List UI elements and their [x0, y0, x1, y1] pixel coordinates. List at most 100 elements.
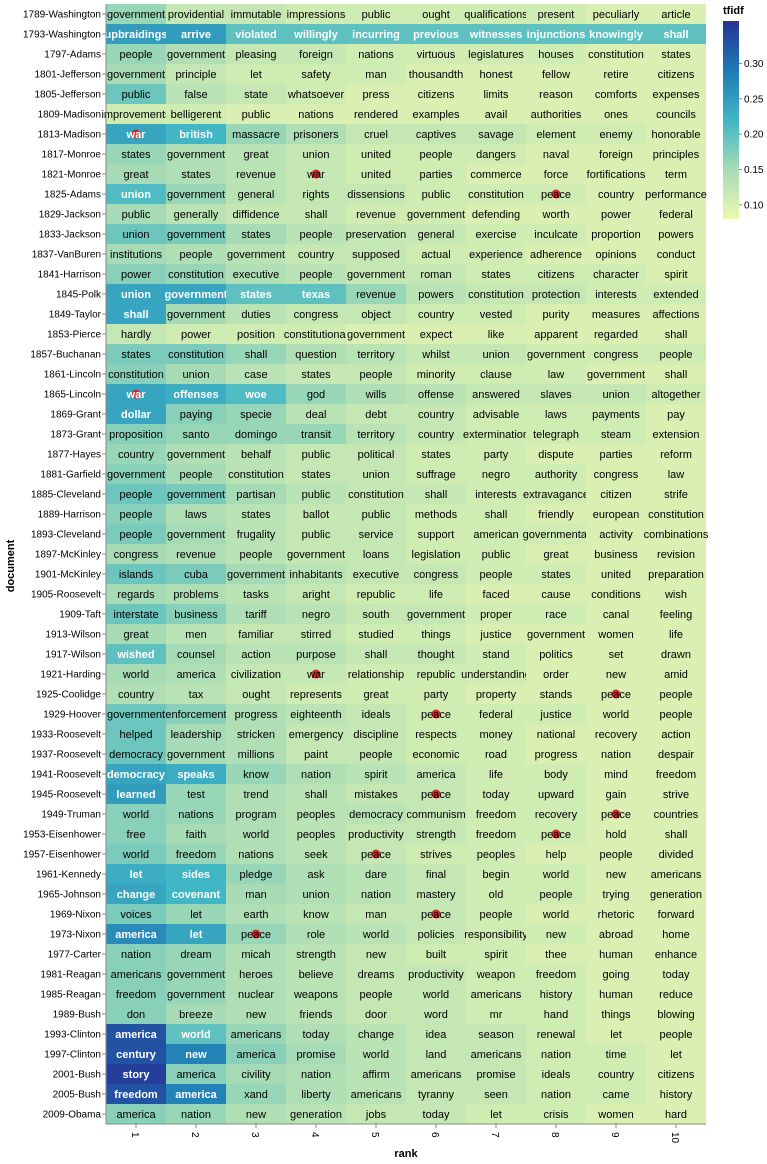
- y-tick-label: 1885-Cleveland: [31, 490, 101, 501]
- heatmap-cell: [106, 944, 166, 964]
- cell-word-label: dream: [180, 949, 211, 961]
- cell-word-label: witnesses: [469, 29, 523, 41]
- heatmap-cell: [526, 124, 586, 144]
- cell-word-label: united: [361, 169, 391, 181]
- cell-word-label: rhetoric: [598, 909, 635, 921]
- heatmap-cell: [106, 204, 166, 224]
- heatmap-cell: [586, 724, 646, 744]
- heatmap-cell: [166, 944, 226, 964]
- cell-word-label: interstate: [113, 609, 158, 621]
- cell-word-label: millions: [238, 749, 275, 761]
- heatmap-cell: [466, 1084, 526, 1104]
- heatmap-cell: [466, 384, 526, 404]
- y-axis-tick-labels: 1789-Washington 1793-Washington 1797-Adams…: [23, 10, 106, 1121]
- heatmap-cell: [106, 604, 166, 624]
- heatmap-cell: [226, 204, 286, 224]
- cell-word-label: shall: [665, 329, 688, 341]
- heatmap-cell: [106, 584, 166, 604]
- heatmap-cell: [226, 824, 286, 844]
- legend-tick-label: 0.10: [744, 200, 764, 211]
- heatmap-cell: [526, 344, 586, 364]
- cell-word-label: business: [174, 609, 218, 621]
- cell-word-label: people: [659, 689, 692, 701]
- heatmap-cell: [466, 124, 526, 144]
- cell-word-label: man: [245, 889, 266, 901]
- heatmap-cell: [646, 964, 706, 984]
- cell-word-label: union: [121, 189, 151, 201]
- heatmap-cell: [286, 684, 346, 704]
- cell-word-label: case: [244, 369, 267, 381]
- cell-word-label: pleasing: [236, 49, 277, 61]
- cell-word-label: government: [167, 229, 225, 241]
- cell-word-label: productivity: [348, 829, 404, 841]
- y-tick-label: 1993-Clinton: [44, 1030, 101, 1041]
- cell-word-label: order: [543, 669, 569, 681]
- y-tick-label: 1941-Roosevelt: [31, 770, 101, 781]
- heatmap-cell: [646, 184, 706, 204]
- heatmap-cell: [106, 564, 166, 584]
- heatmap-cell: [586, 324, 646, 344]
- cell-word-label: stand: [483, 649, 510, 661]
- cell-word-label: government: [587, 369, 645, 381]
- cell-word-label: heroes: [239, 969, 273, 981]
- heatmap-cell: [586, 924, 646, 944]
- cell-word-label: let: [190, 929, 203, 941]
- heatmap-cell: [526, 684, 586, 704]
- cell-word-label: enemy: [599, 129, 633, 141]
- cell-word-label: government: [107, 9, 165, 21]
- heatmap-cell: [526, 64, 586, 84]
- cell-word-label: law: [548, 369, 565, 381]
- cell-word-label: country: [118, 689, 155, 701]
- cell-word-label: nations: [238, 849, 274, 861]
- heatmap-cell: [526, 464, 586, 484]
- heatmap-cell: [466, 44, 526, 64]
- heatmap-cell: [226, 1104, 286, 1124]
- cell-word-label: methods: [415, 509, 458, 521]
- cell-word-label: country: [118, 449, 155, 461]
- y-tick-label: 1901-McKinley: [35, 570, 101, 581]
- y-tick-label: 1865-Lincoln: [44, 390, 101, 401]
- heatmap-cell: [226, 44, 286, 64]
- heatmap-cell: [166, 704, 226, 724]
- heatmap-cell: [526, 1084, 586, 1104]
- cell-word-label: people: [359, 369, 392, 381]
- cell-word-label: apparent: [534, 329, 577, 341]
- cell-word-label: federal: [659, 209, 693, 221]
- cell-word-label: dispute: [538, 449, 573, 461]
- y-tick-label: 1845-Polk: [56, 290, 102, 301]
- heatmap-cell: [286, 84, 346, 104]
- y-tick-label: 1857-Buchanan: [30, 350, 101, 361]
- heatmap-cell: [646, 24, 706, 44]
- heatmap-cell: [346, 364, 406, 384]
- heatmap-cell: [106, 404, 166, 424]
- heatmap-cell: [406, 264, 466, 284]
- heatmap-cell: [586, 544, 646, 564]
- heatmap-cell: [646, 504, 706, 524]
- heatmap-cell: [466, 364, 526, 384]
- y-tick-label: 1977-Carter: [48, 950, 102, 961]
- cell-word-label: strength: [296, 949, 336, 961]
- cell-word-label: ought: [422, 9, 450, 21]
- heatmap-cell: [406, 464, 466, 484]
- heatmap-cell: [226, 644, 286, 664]
- heatmap-cell: [526, 304, 586, 324]
- cell-word-label: new: [366, 949, 386, 961]
- heatmap-cell: [526, 864, 586, 884]
- cell-word-label: states: [301, 469, 331, 481]
- cell-word-label: legislation: [412, 549, 461, 561]
- cell-word-label: government: [527, 629, 585, 641]
- heatmap-cell: [106, 504, 166, 524]
- heatmap-cell: [166, 744, 226, 764]
- cell-word-label: learned: [116, 789, 155, 801]
- cell-word-label: executive: [353, 569, 399, 581]
- cell-word-label: domingo: [235, 429, 277, 441]
- heatmap-cell: [466, 604, 526, 624]
- cell-word-label: avail: [485, 109, 508, 121]
- heatmap-cell: [526, 204, 586, 224]
- heatmap-cell: [586, 24, 646, 44]
- heatmap-cell: [166, 624, 226, 644]
- heatmap-cell: [406, 64, 466, 84]
- cell-word-label: fellow: [542, 69, 570, 81]
- cell-word-label: peace: [601, 689, 631, 701]
- cell-word-label: executive: [233, 269, 279, 281]
